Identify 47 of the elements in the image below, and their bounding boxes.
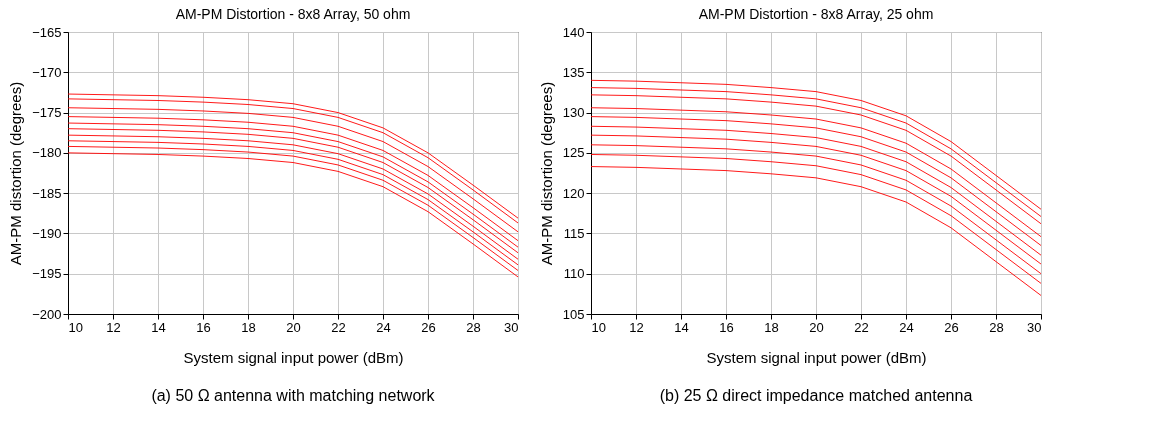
x-axis-title: System signal input power (dBm) xyxy=(706,348,927,366)
y-tick-label: 135 xyxy=(562,64,585,80)
x-tick-label: 12 xyxy=(106,319,121,335)
x-tick-label: 20 xyxy=(809,319,824,335)
x-tick-label: 20 xyxy=(286,319,301,335)
x-tick-label: 14 xyxy=(674,319,689,335)
x-tick-label: 30 xyxy=(504,319,519,335)
y-tick-label: −170 xyxy=(32,64,62,80)
y-tick-label: 120 xyxy=(562,185,585,201)
x-tick-label: 16 xyxy=(719,319,734,335)
x-tick-label: 12 xyxy=(629,319,644,335)
y-tick-label: −165 xyxy=(32,24,62,40)
y-tick-label: 125 xyxy=(562,145,585,161)
x-tick-label: 22 xyxy=(854,319,869,335)
y-tick-label: −175 xyxy=(32,105,62,121)
x-tick-label: 30 xyxy=(1027,319,1042,335)
y-tick-label: 105 xyxy=(562,306,585,322)
y-tick-label: 140 xyxy=(562,24,585,40)
y-axis-title: AM-PM distortion (degrees) xyxy=(7,81,25,266)
x-tick-label: 24 xyxy=(899,319,914,335)
text: (a) 50 Ω antenna with matching network xyxy=(151,387,436,404)
x-tick-label: 10 xyxy=(591,319,606,335)
y-axis-title: AM-PM distortion (degrees) xyxy=(537,81,555,266)
y-tick-label: −180 xyxy=(32,145,62,161)
y-tick-label: −185 xyxy=(32,185,62,201)
x-tick-label: 26 xyxy=(421,319,436,335)
chart-title: AM-PM Distortion - 8x8 Array, 25 ohm xyxy=(698,6,934,22)
y-tick-label: −195 xyxy=(32,266,62,282)
x-tick-label: 24 xyxy=(376,319,391,335)
x-tick-label: 16 xyxy=(196,319,211,335)
x-tick-label: 26 xyxy=(944,319,959,335)
x-tick-label: 28 xyxy=(466,319,481,335)
y-tick-label: 115 xyxy=(563,225,585,241)
x-tick-label: 14 xyxy=(151,319,166,335)
x-tick-label: 22 xyxy=(331,319,346,335)
x-tick-label: 28 xyxy=(989,319,1004,335)
chart-title: AM-PM Distortion - 8x8 Array, 50 ohm xyxy=(175,6,411,22)
x-axis-title: System signal input power (dBm) xyxy=(183,348,404,366)
x-tick-label: 18 xyxy=(241,319,256,335)
line-series xyxy=(590,166,1042,296)
y-tick-label: −190 xyxy=(32,225,62,241)
y-tick-label: −200 xyxy=(32,306,62,322)
y-tick-label: 130 xyxy=(562,105,585,121)
x-tick-label: 10 xyxy=(68,319,83,335)
x-tick-label: 18 xyxy=(764,319,779,335)
y-tick-label: 110 xyxy=(563,266,585,282)
text: (b) 25 Ω direct impedance matched antenna xyxy=(659,387,973,404)
